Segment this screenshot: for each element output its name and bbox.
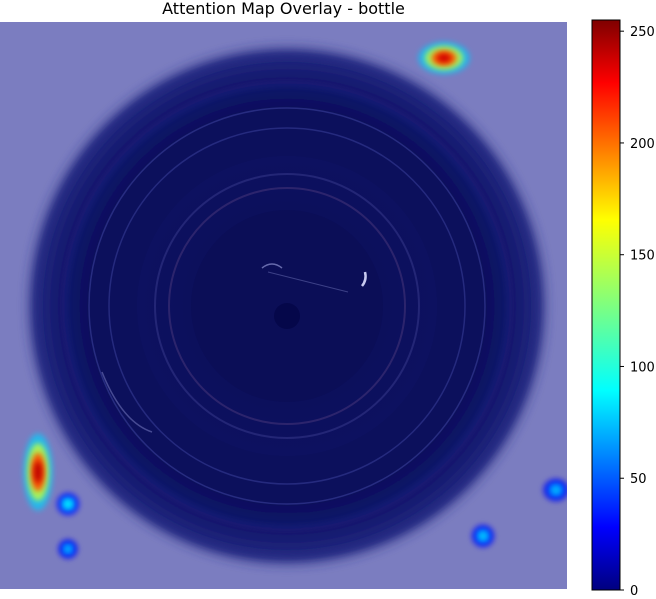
attention-hotspot <box>418 42 470 74</box>
colorbar-gradient <box>591 19 621 591</box>
colorbar-ticks: 0 50 100 150 200 250 <box>620 25 655 599</box>
colorbar-tick-label: 250 <box>630 25 655 40</box>
colorbar-tick-label: 200 <box>630 137 655 152</box>
colorbar-tick-label: 50 <box>630 472 647 487</box>
attention-hotspot <box>543 478 567 502</box>
colorbar: 0 50 100 150 200 250 <box>591 19 655 599</box>
colorbar-tick-label: 100 <box>630 360 655 375</box>
colorbar-tick-label: 150 <box>630 249 655 264</box>
chart-title: Attention Map Overlay - bottle <box>162 0 405 18</box>
bottle-image <box>30 49 544 563</box>
attention-hotspot <box>23 433 53 511</box>
heatmap-overlay <box>0 22 567 589</box>
hotspot-layer <box>23 42 567 559</box>
colorbar-tick-label: 0 <box>630 584 638 599</box>
attention-hotspot <box>56 492 80 516</box>
attention-hotspot <box>471 524 495 548</box>
attention-hotspot <box>58 539 78 559</box>
